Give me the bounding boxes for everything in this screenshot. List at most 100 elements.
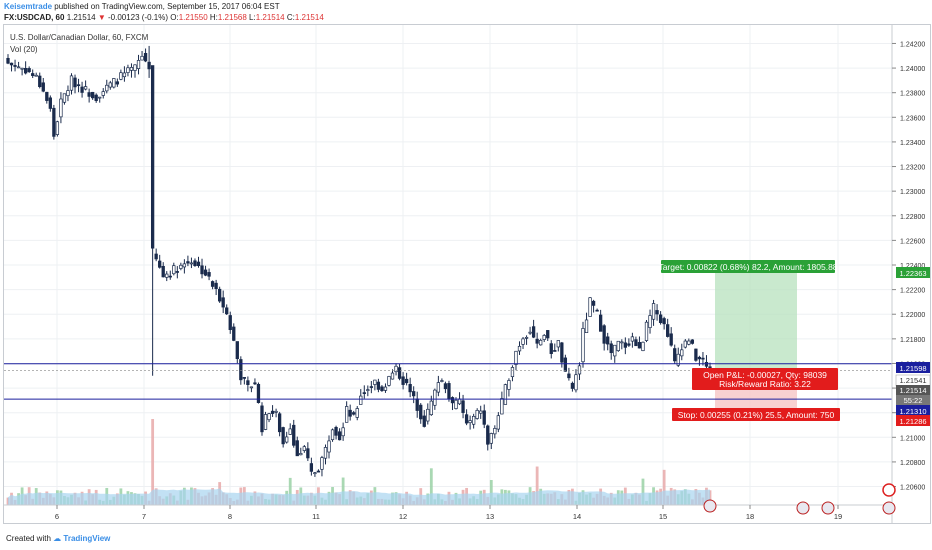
candle-body xyxy=(479,410,483,414)
candle-body xyxy=(98,96,102,99)
candle-body xyxy=(41,82,45,92)
price-tick-label: 1.22800 xyxy=(900,214,925,221)
volume-ma-area xyxy=(8,488,710,505)
candle-body xyxy=(207,272,211,277)
price-tick-label: 1.21800 xyxy=(900,337,925,344)
candle-body xyxy=(292,424,296,446)
candle-body xyxy=(591,300,596,306)
candle-body xyxy=(108,82,112,88)
stop-price-badge: 1.21286 xyxy=(899,417,926,426)
candle-body xyxy=(193,260,197,267)
candle-body xyxy=(394,365,398,373)
candle-body xyxy=(524,337,529,339)
time-axis[interactable]: 6 7 8 11 12 13 14 15 18 19 xyxy=(4,504,892,521)
tradingview-link[interactable]: TradingView xyxy=(63,534,111,543)
price-chart[interactable]: 1.24200 1.24000 1.23800 1.23600 1.23400 1.232… xyxy=(4,25,931,523)
chart-title: U.S. Dollar/Canadian Dollar, 60, FXCM xyxy=(10,33,149,42)
lower-line-price-badge: 1.21310 xyxy=(899,407,926,416)
candle-body xyxy=(637,342,642,349)
candle-body xyxy=(73,77,77,88)
candle-body xyxy=(129,67,134,71)
candle-body xyxy=(80,86,84,93)
candles xyxy=(6,45,712,477)
candle-body xyxy=(274,410,278,413)
header: Keisemtrade published on TradingView.com… xyxy=(0,0,932,24)
candle-body xyxy=(397,367,402,379)
candle-body xyxy=(567,373,571,379)
candle-body xyxy=(539,339,543,346)
candle-body xyxy=(662,318,666,325)
price-tick-label: 1.23600 xyxy=(900,115,925,122)
candle-body xyxy=(52,107,56,137)
candle-body xyxy=(34,74,38,77)
candle-body xyxy=(260,405,264,433)
volume-bar xyxy=(535,466,539,505)
candle-body xyxy=(606,336,610,345)
target-zone[interactable] xyxy=(715,271,797,376)
open-pnl-label: Open P&L: -0.00027, Qty: 98039 Risk/Rewa… xyxy=(692,368,838,390)
ca-flag-icon[interactable] xyxy=(882,483,896,497)
high-label: H: xyxy=(209,13,218,22)
target-label-text: Target: 0.00822 (0.68%) 82.2, Amount: 18… xyxy=(658,262,837,272)
price-tick-label: 1.23000 xyxy=(900,189,925,196)
candle-body xyxy=(577,365,582,375)
created-with-text: Created with xyxy=(6,534,51,543)
candle-body xyxy=(704,362,709,367)
open-value: 1.21550 xyxy=(178,13,208,22)
candle-body xyxy=(214,282,218,290)
symbol-name[interactable]: FX:USDCAD, 60 xyxy=(4,13,65,22)
price-tick-label: 1.23200 xyxy=(900,165,925,172)
countdown-badge: 55:22 xyxy=(904,396,923,405)
candle-body xyxy=(475,410,479,419)
volume-bar xyxy=(489,480,493,505)
candle-body xyxy=(644,321,649,341)
candle-body xyxy=(366,389,370,391)
chart-panel[interactable]: 1.24200 1.24000 1.23800 1.23600 1.23400 1.232… xyxy=(3,24,931,524)
candle-body xyxy=(651,303,656,320)
candle-body xyxy=(436,382,441,393)
candle-body xyxy=(270,410,275,414)
candle-body xyxy=(20,67,24,70)
candle-body xyxy=(119,72,123,80)
symbol-line: FX:USDCAD, 60 1.21514 ▼ -0.00123 (-0.1%)… xyxy=(4,13,324,22)
candle-body xyxy=(306,448,310,459)
low-label: L: xyxy=(249,13,256,22)
candle-body xyxy=(175,271,179,273)
time-tick-label: 7 xyxy=(142,512,146,521)
risk-reward-text: Risk/Reward Ratio: 3.22 xyxy=(719,379,811,389)
candle-body xyxy=(239,359,243,381)
price-tick-label: 1.24000 xyxy=(900,66,925,73)
candle-body xyxy=(690,339,695,344)
candle-body xyxy=(493,428,497,435)
volume-bar xyxy=(641,478,645,505)
candle-body xyxy=(376,381,381,390)
candle-body xyxy=(31,73,35,76)
us-flag-icon-4[interactable] xyxy=(882,501,896,515)
us-flag-icon-2[interactable] xyxy=(796,501,810,515)
candle-body xyxy=(517,345,522,352)
candle-body xyxy=(630,336,635,342)
candle-body xyxy=(658,314,663,324)
candle-body xyxy=(337,431,342,441)
price-tick-label: 1.23800 xyxy=(900,91,925,98)
candle-body xyxy=(242,377,247,379)
candle-body xyxy=(598,314,603,332)
author-link[interactable]: Keisemtrade xyxy=(4,2,53,11)
candle-body xyxy=(489,433,493,444)
time-tick-label: 15 xyxy=(659,512,667,521)
volume-bar xyxy=(429,468,433,505)
candle-body xyxy=(574,374,578,391)
open-pnl-text: Open P&L: -0.00027, Qty: 98039 xyxy=(703,370,827,380)
candle-body xyxy=(115,81,120,85)
candle-body xyxy=(94,94,98,102)
candle-body xyxy=(419,404,423,420)
stop-label-text: Stop: 0.00255 (0.21%) 25.5, Amount: 750 xyxy=(678,410,835,420)
candle-body xyxy=(27,68,31,73)
candle-body xyxy=(369,386,373,388)
us-flag-icon-1[interactable] xyxy=(703,499,717,513)
candle-body xyxy=(101,91,105,96)
candle-body xyxy=(359,395,363,405)
us-flag-icon-3[interactable] xyxy=(821,501,835,515)
candle-body xyxy=(221,297,225,308)
candle-body xyxy=(277,413,282,433)
